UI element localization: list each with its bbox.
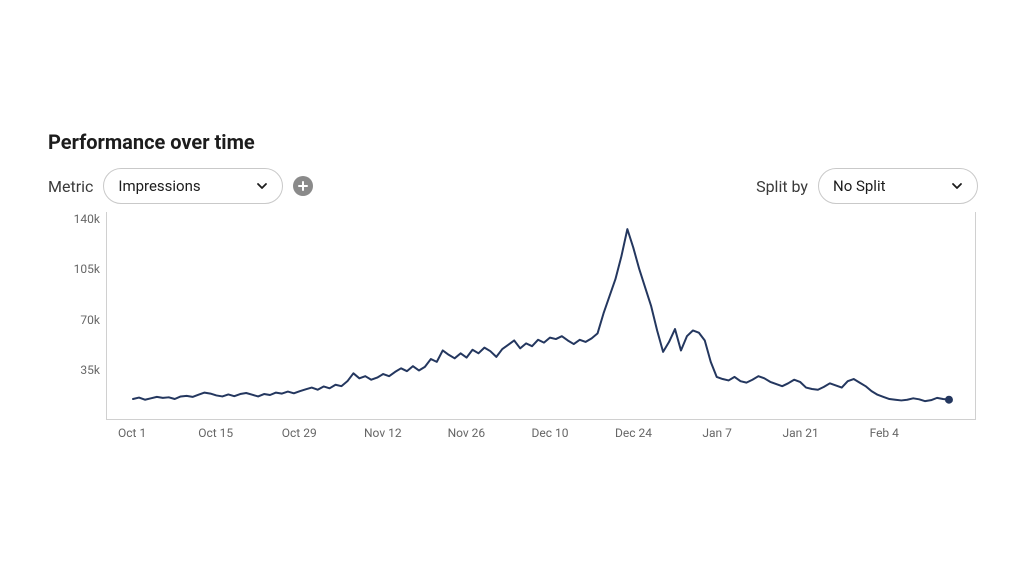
x-tick-label: Oct 1 xyxy=(118,426,146,440)
x-tick-label: Jan 21 xyxy=(783,426,819,440)
add-metric-button[interactable] xyxy=(293,176,313,196)
chevron-down-icon xyxy=(951,180,963,192)
y-tick-label: 70k xyxy=(80,313,100,327)
chart-plot-area xyxy=(106,212,976,420)
split-dropdown[interactable]: No Split xyxy=(818,168,978,204)
x-tick-label: Nov 26 xyxy=(448,426,486,440)
x-tick-label: Oct 29 xyxy=(282,426,317,440)
x-tick-label: Dec 24 xyxy=(615,426,652,440)
x-tick-label: Dec 10 xyxy=(531,426,568,440)
y-tick-label: 35k xyxy=(80,363,100,377)
page-title: Performance over time xyxy=(48,130,978,154)
plus-icon xyxy=(297,180,309,192)
x-tick-label: Nov 12 xyxy=(364,426,402,440)
chevron-down-icon xyxy=(256,180,268,192)
split-label: Split by xyxy=(756,177,808,196)
controls-row: Metric Impressions Split by No Split xyxy=(48,168,978,204)
performance-chart: 35k 70k 105k 140k Oct 1 Oct 15 Oct 29 Nov 12 No… xyxy=(48,212,976,442)
y-tick-label: 105k xyxy=(74,262,100,276)
y-tick-label: 140k xyxy=(74,212,100,226)
y-axis-labels: 35k 70k 105k 140k xyxy=(48,212,106,420)
metric-dropdown-value: Impressions xyxy=(118,177,200,195)
chart-line xyxy=(133,229,949,401)
x-tick-label: Jan 7 xyxy=(702,426,732,440)
x-tick-label: Oct 15 xyxy=(198,426,233,440)
metric-label: Metric xyxy=(48,177,93,196)
metric-dropdown[interactable]: Impressions xyxy=(103,168,283,204)
split-dropdown-value: No Split xyxy=(833,177,886,195)
x-axis-labels: Oct 1 Oct 15 Oct 29 Nov 12 Nov 26 Dec 10 Dec 2… xyxy=(106,426,976,442)
chart-end-marker xyxy=(945,396,953,404)
x-tick-label: Feb 4 xyxy=(870,426,899,440)
